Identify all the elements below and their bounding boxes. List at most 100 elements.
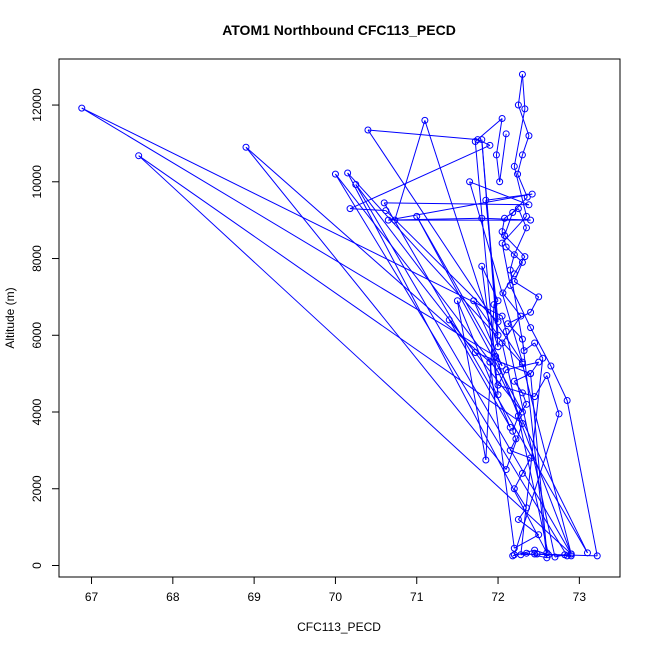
series-segment xyxy=(513,166,527,217)
data-point xyxy=(494,368,502,376)
series-segment xyxy=(513,108,526,167)
y-tick-label: 6000 xyxy=(30,322,44,349)
series-segment xyxy=(530,327,552,367)
series-segment xyxy=(521,339,548,558)
data-point xyxy=(533,550,541,558)
data-point xyxy=(523,224,530,232)
series-segment xyxy=(517,104,530,136)
series-segment xyxy=(474,141,499,395)
series-segment xyxy=(534,375,548,397)
data-point xyxy=(523,504,530,512)
series-segment xyxy=(355,184,499,373)
series-segment xyxy=(550,365,568,401)
data-point xyxy=(510,270,518,278)
series-segment xyxy=(383,202,588,554)
series-segment xyxy=(448,319,511,428)
series-segment xyxy=(489,362,515,549)
series-segment xyxy=(514,281,539,298)
series-segment xyxy=(517,74,523,106)
data-point xyxy=(547,362,555,370)
data-point xyxy=(510,377,518,385)
data-point xyxy=(514,515,522,523)
x-tick-label: 68 xyxy=(166,590,180,604)
series-segment xyxy=(566,400,598,556)
data-point xyxy=(510,278,518,286)
data-point xyxy=(506,446,514,454)
data-point xyxy=(535,531,543,539)
data-point xyxy=(525,132,533,140)
data-point xyxy=(527,324,535,332)
data-point xyxy=(382,207,390,215)
series-segment xyxy=(530,361,540,374)
data-point xyxy=(331,170,339,178)
data-point xyxy=(494,318,502,326)
data-point xyxy=(509,208,517,216)
data-point xyxy=(510,485,518,493)
data-point xyxy=(501,214,509,222)
data-point xyxy=(583,549,591,557)
data-point xyxy=(498,228,506,236)
data-point xyxy=(551,553,559,561)
plot-frame xyxy=(58,58,621,578)
x-tick-label: 69 xyxy=(247,590,261,604)
series-segment xyxy=(481,265,499,301)
data-point xyxy=(531,550,539,558)
x-tick-label: 72 xyxy=(491,590,505,604)
data-point xyxy=(346,205,354,213)
chart-title: ATOM1 Northbound CFC113_PECD xyxy=(222,22,456,38)
data-point xyxy=(518,358,526,366)
data-point xyxy=(492,151,500,159)
x-tick-label: 67 xyxy=(85,590,99,604)
data-point xyxy=(502,327,510,335)
y-tick-label: 4000 xyxy=(30,398,44,425)
series-segment xyxy=(138,155,523,424)
data-point xyxy=(510,551,518,559)
data-point xyxy=(498,362,506,370)
data-point xyxy=(517,551,525,559)
series-segment xyxy=(514,534,539,549)
series-segment xyxy=(495,154,501,182)
data-point xyxy=(514,101,522,109)
data-point xyxy=(525,201,533,209)
data-point xyxy=(490,301,498,309)
series-segment xyxy=(501,342,549,555)
series-segment xyxy=(513,381,523,394)
data-point xyxy=(482,196,490,204)
data-point xyxy=(531,393,539,401)
data-point xyxy=(523,212,530,220)
y-tick-label: 8000 xyxy=(30,245,44,272)
series-segment xyxy=(517,173,528,198)
data-point xyxy=(543,372,551,380)
data-point xyxy=(521,105,529,113)
data-point xyxy=(470,297,478,305)
series-segment xyxy=(512,430,517,440)
series-segment xyxy=(347,172,548,554)
data-point xyxy=(498,312,506,320)
series-lines xyxy=(81,74,598,559)
data-point xyxy=(445,316,453,324)
data-point xyxy=(518,335,526,343)
data-point xyxy=(498,339,506,347)
series-segment xyxy=(245,146,491,363)
series-segment xyxy=(505,331,556,558)
series-segment xyxy=(518,519,539,536)
data-point xyxy=(478,214,486,222)
data-point xyxy=(494,343,502,351)
series-segment xyxy=(416,216,503,367)
series-segment xyxy=(473,300,503,367)
data-point xyxy=(567,550,575,558)
series-segment xyxy=(416,216,523,413)
series-segment xyxy=(477,139,491,146)
data-point xyxy=(555,410,563,418)
series-segment xyxy=(355,184,572,555)
data-point xyxy=(539,354,547,362)
series-segment xyxy=(507,311,531,325)
data-point xyxy=(380,199,388,207)
series-segment xyxy=(501,243,511,286)
series-segment xyxy=(523,342,535,352)
series-segment xyxy=(349,144,491,210)
data-point xyxy=(523,193,531,201)
series-segment xyxy=(245,146,507,470)
data-point xyxy=(78,104,86,112)
series-segment xyxy=(394,120,426,221)
